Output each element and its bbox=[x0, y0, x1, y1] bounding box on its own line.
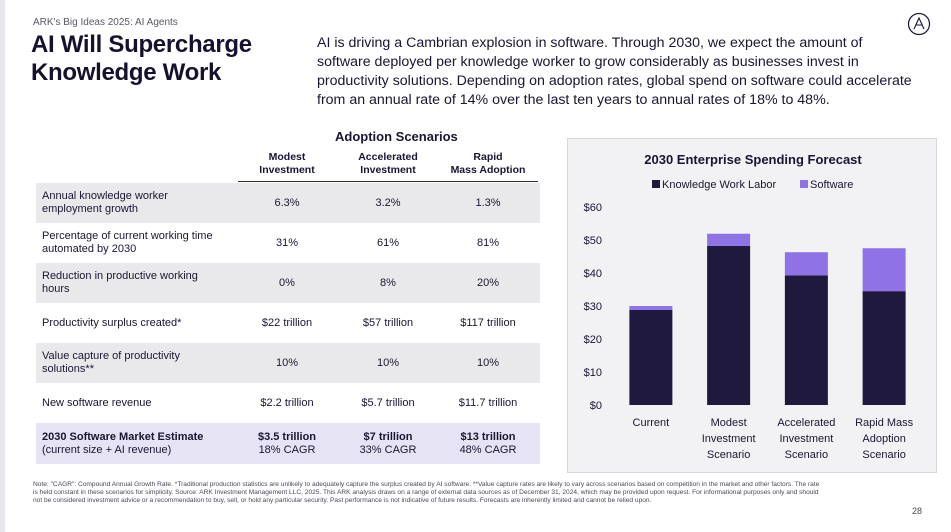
row-label: Annual knowledge worker employment growt… bbox=[42, 190, 168, 215]
intro-paragraph: AI is driving a Cambrian explosion in so… bbox=[317, 35, 912, 108]
table-cell: $57 trillion bbox=[362, 316, 414, 329]
legend-swatch bbox=[652, 180, 660, 188]
bar-segment bbox=[862, 291, 906, 405]
y-tick-label: $50 bbox=[584, 235, 602, 247]
row-label: Reduction in productive working hours bbox=[42, 270, 198, 295]
ark-logo-icon bbox=[907, 12, 931, 36]
column-header-modest: Modest Investment bbox=[237, 151, 337, 177]
scenario-table: Annual knowledge worker employment growt… bbox=[36, 183, 540, 464]
x-tick-label: Modest bbox=[711, 417, 747, 429]
table-cell: 10% bbox=[275, 356, 299, 369]
summary-cagr: 18% CAGR bbox=[258, 443, 316, 456]
table-cell: 3.2% bbox=[375, 196, 401, 209]
summary-cell: $3.5 trillion 18% CAGR bbox=[237, 431, 337, 457]
table-cell: $117 trillion bbox=[460, 316, 516, 329]
x-tick-label: Investment bbox=[779, 433, 833, 445]
x-tick-label: Current bbox=[633, 417, 670, 429]
table-row: Reduction in productive working hours 0%… bbox=[36, 263, 540, 303]
legend-label: Knowledge Work Labor bbox=[662, 179, 776, 191]
y-tick-label: $0 bbox=[590, 400, 602, 412]
left-edge-bar bbox=[0, 0, 5, 532]
summary-label-title: 2030 Software Market Estimate bbox=[42, 430, 204, 443]
table-cell: 31% bbox=[275, 236, 299, 249]
x-tick-label: Accelerated bbox=[777, 417, 835, 429]
table-cell: 10% bbox=[376, 356, 400, 369]
x-tick-label: Scenario bbox=[785, 449, 828, 461]
column-header-line: Modest bbox=[268, 151, 306, 163]
bar-segment bbox=[629, 306, 673, 310]
row-label: Percentage of current working time autom… bbox=[42, 230, 213, 255]
page-title: AI Will Supercharge Knowledge Work bbox=[31, 31, 252, 86]
summary-label: 2030 Software Market Estimate (current s… bbox=[42, 431, 222, 457]
x-tick-label: Rapid Mass bbox=[855, 417, 914, 429]
table-row: New software revenue $2.2 trillion $5.7 … bbox=[36, 383, 540, 423]
table-cell: 81% bbox=[476, 236, 500, 249]
column-header-line: Accelerated bbox=[358, 151, 418, 163]
y-tick-label: $60 bbox=[584, 202, 602, 214]
row-label: Productivity surplus created* bbox=[42, 316, 182, 329]
summary-value: $3.5 trillion bbox=[257, 430, 317, 443]
column-header-line: Investment bbox=[259, 164, 315, 176]
table-cell: 20% bbox=[476, 276, 500, 289]
summary-row: 2030 Software Market Estimate (current s… bbox=[36, 423, 540, 464]
table-cell: 61% bbox=[376, 236, 400, 249]
summary-value: $7 trillion bbox=[363, 430, 413, 443]
table-cell: 10% bbox=[476, 356, 500, 369]
column-header-rapid: Rapid Mass Adoption bbox=[438, 151, 538, 177]
legend-swatch bbox=[800, 180, 808, 188]
summary-label-sub: (current size + AI revenue) bbox=[42, 443, 172, 456]
header-divider bbox=[238, 181, 538, 182]
table-cell: 1.3% bbox=[475, 196, 501, 209]
spending-forecast-chart: 2030 Enterprise Spending Forecast Knowled… bbox=[584, 152, 914, 461]
y-tick-label: $30 bbox=[584, 301, 602, 313]
row-label: New software revenue bbox=[42, 396, 152, 409]
table-cell: 8% bbox=[380, 276, 396, 289]
table-row: Annual knowledge worker employment growt… bbox=[36, 183, 540, 223]
summary-cagr: 48% CAGR bbox=[459, 443, 517, 456]
y-tick-label: $40 bbox=[584, 268, 602, 280]
bar-segment bbox=[629, 309, 673, 405]
summary-value: $13 trillion bbox=[460, 430, 516, 443]
x-tick-label: Investment bbox=[702, 433, 756, 445]
chart-title: 2030 Enterprise Spending Forecast bbox=[644, 152, 862, 167]
table-cell: $11.7 trillion bbox=[458, 396, 518, 409]
table-title: Adoption Scenarios bbox=[335, 129, 458, 144]
table-row: Productivity surplus created* $22 trilli… bbox=[36, 303, 540, 343]
x-tick-label: Scenario bbox=[707, 449, 750, 461]
summary-cell: $7 trillion 33% CAGR bbox=[338, 431, 438, 457]
y-tick-label: $10 bbox=[584, 367, 602, 379]
column-header-line: Rapid bbox=[473, 151, 503, 163]
bar-segment bbox=[862, 248, 906, 292]
y-tick-label: $20 bbox=[584, 334, 602, 346]
table-cell: $2.2 trillion bbox=[260, 396, 314, 409]
bar-segment bbox=[707, 233, 751, 246]
x-tick-label: Scenario bbox=[862, 449, 905, 461]
x-tick-label: Adoption bbox=[862, 433, 905, 445]
column-header-line: Mass Adoption bbox=[450, 164, 526, 176]
table-cell: 0% bbox=[279, 276, 295, 289]
table-row: Percentage of current working time autom… bbox=[36, 223, 540, 263]
row-label: Value capture of productivity solutions*… bbox=[42, 350, 180, 375]
table-row: Value capture of productivity solutions*… bbox=[36, 343, 540, 383]
table-cell: 6.3% bbox=[274, 196, 300, 209]
page-number: 28 bbox=[912, 506, 923, 516]
bar-segment bbox=[784, 275, 828, 405]
column-header-accelerated: Accelerated Investment bbox=[338, 151, 438, 177]
footnote: Note: "CAGR": Compound Annual Growth Rat… bbox=[33, 481, 820, 504]
report-kicker: ARK's Big Ideas 2025: AI Agents bbox=[33, 17, 178, 28]
table-cell: $5.7 trillion bbox=[361, 396, 415, 409]
bar-segment bbox=[784, 252, 828, 276]
summary-cell: $13 trillion 48% CAGR bbox=[438, 431, 538, 457]
table-cell: $22 trillion bbox=[261, 316, 313, 329]
legend-label: Software bbox=[810, 179, 853, 191]
summary-cagr: 33% CAGR bbox=[359, 443, 417, 456]
chart-panel: 2030 Enterprise Spending Forecast Knowled… bbox=[567, 138, 937, 473]
bar-segment bbox=[707, 245, 751, 405]
column-header-line: Investment bbox=[360, 164, 416, 176]
